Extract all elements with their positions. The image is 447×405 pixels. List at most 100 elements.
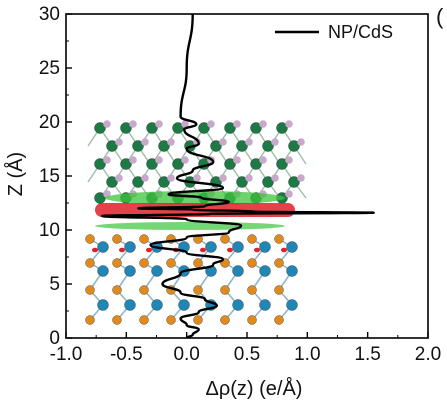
atom <box>262 176 274 188</box>
series-line-0 <box>101 13 375 339</box>
atom <box>112 258 122 268</box>
atom <box>141 174 149 182</box>
accumulation-isosurface <box>227 247 233 253</box>
atom <box>120 122 132 134</box>
atom <box>297 138 305 146</box>
atom <box>139 258 149 268</box>
y-tick-label: 5 <box>49 274 60 295</box>
y-axis-title: Z (Å) <box>4 152 27 196</box>
atom <box>285 190 293 198</box>
atom <box>120 158 132 170</box>
atom <box>129 120 137 128</box>
atom <box>112 234 122 244</box>
atom <box>274 315 284 325</box>
atom <box>297 174 305 182</box>
atom <box>274 234 284 244</box>
accumulation-isosurface <box>92 247 98 253</box>
atom <box>286 241 298 253</box>
atom <box>85 315 95 325</box>
atom <box>236 176 248 188</box>
y-tick-label: 25 <box>39 58 60 79</box>
atom <box>245 174 253 182</box>
atom <box>124 265 136 277</box>
atom <box>286 299 298 311</box>
atom <box>146 158 158 170</box>
atom <box>210 140 222 152</box>
atom <box>245 138 253 146</box>
atom <box>112 315 122 325</box>
accumulation-isosurface <box>254 247 260 253</box>
atom <box>198 122 210 134</box>
atom <box>181 156 189 164</box>
atom <box>220 234 230 244</box>
atom <box>139 285 149 295</box>
atom <box>247 315 257 325</box>
atom <box>178 299 190 311</box>
atom <box>155 156 163 164</box>
atom <box>259 156 267 164</box>
atom <box>274 285 284 295</box>
atom <box>207 120 215 128</box>
atom <box>181 120 189 128</box>
atom <box>103 120 111 128</box>
atom <box>232 265 244 277</box>
atom <box>124 241 136 253</box>
plot-lines <box>101 13 375 339</box>
atom <box>172 122 184 134</box>
panel-letter: ( <box>436 4 444 29</box>
x-tick-label: -0.5 <box>110 344 143 365</box>
atom <box>166 258 176 268</box>
x-tick-label: 2.0 <box>415 344 441 365</box>
atom <box>233 120 241 128</box>
accumulation-isosurface <box>281 247 287 253</box>
atom <box>288 176 300 188</box>
atom <box>97 241 109 253</box>
atom <box>236 140 248 152</box>
atom <box>219 174 227 182</box>
atom <box>97 299 109 311</box>
atom <box>219 138 227 146</box>
atom <box>97 265 109 277</box>
atom <box>247 258 257 268</box>
ticks: -1.0 -0.5 0.0 0.5 1.0 1.5 2.0 0 5 10 15 20 25 30 <box>39 4 441 365</box>
atom <box>124 299 136 311</box>
y-tick-label: 20 <box>39 112 60 133</box>
accumulation-isosurface <box>146 247 152 253</box>
atom <box>85 258 95 268</box>
atom <box>250 158 262 170</box>
atom <box>286 265 298 277</box>
x-axis-title: Δρ(z) (e/Å) <box>206 377 303 400</box>
atom <box>247 285 257 295</box>
atom <box>115 138 123 146</box>
atom <box>224 158 236 170</box>
legend-label-np-cds: NP/CdS <box>328 22 393 42</box>
atom <box>106 140 118 152</box>
atom <box>274 258 284 268</box>
y-tick-label: 0 <box>49 328 60 349</box>
accumulation-isosurface <box>200 247 206 253</box>
atom <box>271 138 279 146</box>
atom <box>220 285 230 295</box>
atom <box>112 285 122 295</box>
atom <box>103 190 111 198</box>
atom <box>115 174 123 182</box>
atom <box>94 158 106 170</box>
atom <box>232 241 244 253</box>
atom <box>132 140 144 152</box>
atom <box>167 174 175 182</box>
atom <box>262 140 274 152</box>
x-tick-label: 1.0 <box>294 344 320 365</box>
atom <box>285 120 293 128</box>
atom <box>259 241 271 253</box>
atom <box>94 122 106 134</box>
accumulation-isosurface <box>119 247 125 253</box>
atom <box>193 258 203 268</box>
atom <box>276 158 288 170</box>
x-tick-label: -1.0 <box>50 344 83 365</box>
atom <box>259 120 267 128</box>
y-tick-label: 15 <box>39 166 60 187</box>
atom <box>259 265 271 277</box>
atom <box>193 285 203 295</box>
atom <box>172 158 184 170</box>
atom <box>85 234 95 244</box>
